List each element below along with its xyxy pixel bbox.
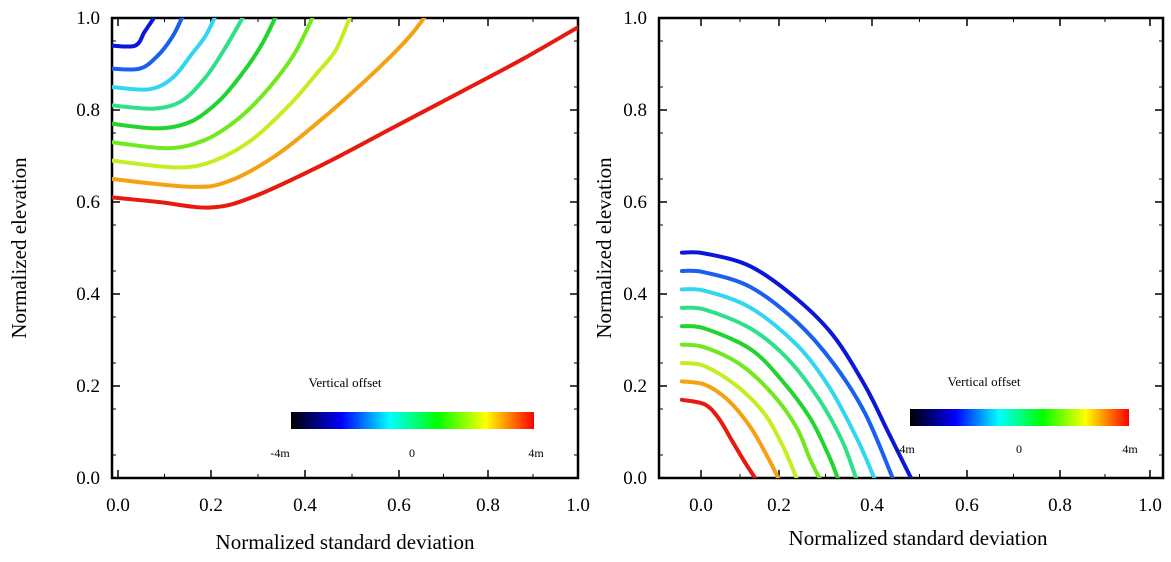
x-tick-label: 0.0 — [106, 495, 130, 516]
x-tick-label: 0.8 — [476, 495, 500, 516]
colorbar-label: 4m — [528, 446, 544, 460]
plot-frame — [110, 16, 580, 480]
chart-panel-1: 0.0 0.2 0.4 0.6 0.8 1.0 0.0 0.2 0.4 0.6 0.8 1.0 Norm… — [7, 8, 590, 554]
colorbar-label: 4m — [1122, 442, 1138, 456]
colorbar: Vertical offset -4m 0 4m — [270, 375, 544, 460]
colorbar-label: 0 — [409, 446, 415, 460]
colorbar-title: Vertical offset — [308, 375, 381, 390]
x-tick-label: 0.8 — [1048, 495, 1072, 516]
series-line — [679, 287, 877, 478]
series-line — [679, 305, 858, 478]
series-line — [112, 18, 315, 151]
y-axis-title: Normalized elevation — [592, 157, 616, 339]
x-tick-label: 0.6 — [955, 495, 979, 516]
series-line — [679, 342, 822, 478]
y-tick-label: 0.4 — [623, 284, 647, 305]
x-tick-label: 0.6 — [387, 495, 411, 516]
y-axis-title: Normalized elevation — [7, 157, 31, 339]
y-tick-label: 0.8 — [76, 100, 100, 121]
colorbar-label: -4m — [270, 446, 290, 460]
series-line — [112, 18, 278, 131]
series-line — [679, 268, 895, 478]
series-line — [112, 25, 578, 210]
x-tick-label: 0.4 — [860, 495, 884, 516]
y-tick-label: 0.4 — [76, 284, 100, 305]
series-line — [112, 18, 217, 92]
series-line — [112, 18, 427, 189]
series-line — [679, 361, 799, 478]
x-tick-label: 0.2 — [767, 495, 791, 516]
colorbar-gradient — [910, 409, 1129, 426]
y-tick-label: 1.0 — [76, 8, 100, 29]
colorbar: Vertical offset -4m 0 4m — [895, 374, 1138, 456]
x-tick-label: 1.0 — [566, 495, 590, 516]
series-line — [679, 250, 913, 478]
y-tick-label: 0.2 — [623, 376, 647, 397]
series-group — [679, 250, 913, 478]
colorbar-label: -4m — [895, 442, 915, 456]
series-line — [112, 18, 352, 170]
x-axis-title: Normalized standard deviation — [789, 526, 1048, 550]
series-line — [112, 18, 184, 72]
colorbar-title: Vertical offset — [947, 374, 1020, 389]
colorbar-label: 0 — [1016, 442, 1022, 456]
y-tick-label: 0.0 — [76, 468, 100, 489]
series-line — [679, 397, 758, 478]
series-line — [679, 324, 840, 478]
x-tick-label: 0.0 — [689, 495, 713, 516]
y-tick-label: 1.0 — [623, 8, 647, 29]
y-tick-label: 0.6 — [623, 192, 647, 213]
x-axis-title: Normalized standard deviation — [216, 530, 475, 554]
series-line — [679, 379, 781, 478]
colorbar-gradient — [291, 412, 534, 429]
series-line — [112, 18, 156, 49]
series-group — [112, 18, 578, 210]
y-tick-label: 0.8 — [623, 100, 647, 121]
y-tick-label: 0.6 — [76, 192, 100, 213]
x-tick-label: 0.4 — [293, 495, 317, 516]
chart-panel-2: 0.0 0.2 0.4 0.6 0.8 1.0 0.0 0.2 0.4 0.6 0.8 1.0 Norm… — [592, 8, 1165, 550]
series-line — [112, 18, 245, 111]
x-tick-label: 1.0 — [1138, 495, 1162, 516]
y-tick-label: 0.0 — [623, 468, 647, 489]
y-tick-label: 0.2 — [76, 376, 100, 397]
x-tick-label: 0.2 — [199, 495, 223, 516]
